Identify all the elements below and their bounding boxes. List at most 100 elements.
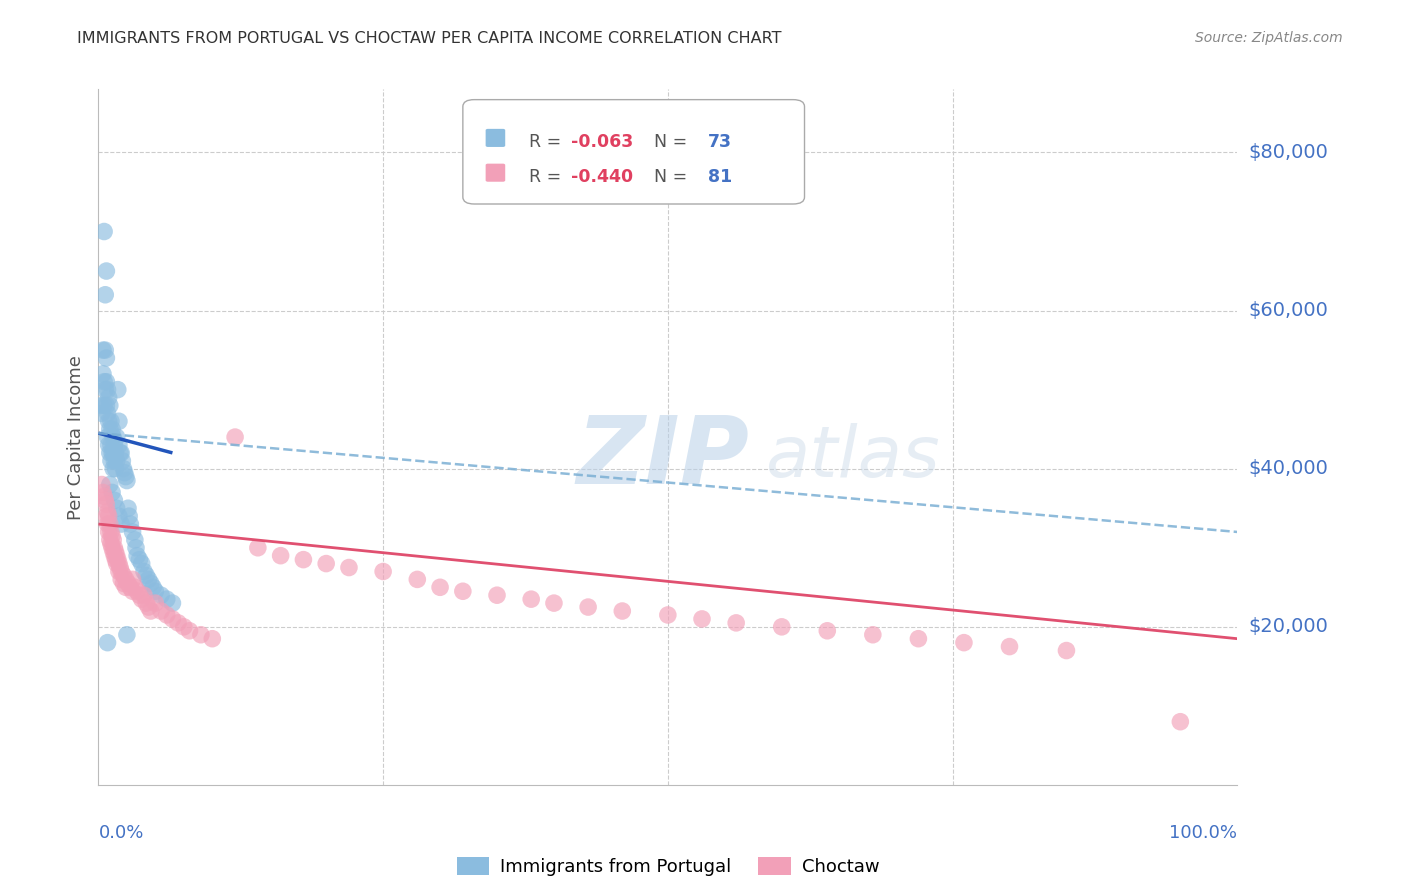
Point [138, 573, 160, 587]
Point [135, 596, 157, 610]
Point [120, 516, 142, 531]
Text: R =: R = [529, 168, 567, 186]
Point [246, 541, 269, 555]
Point [97, 414, 120, 428]
Point [167, 615, 190, 630]
Point [132, 565, 155, 579]
Point [115, 628, 138, 642]
Text: atlas: atlas [765, 424, 939, 492]
Point [96, 406, 118, 420]
Point [100, 537, 122, 551]
Point [173, 620, 195, 634]
Point [815, 624, 838, 638]
Point [110, 446, 132, 460]
Text: Source: ZipAtlas.com: Source: ZipAtlas.com [1195, 31, 1343, 45]
Point [103, 549, 125, 563]
Text: N =: N = [643, 168, 693, 186]
Point [100, 438, 122, 452]
Point [93, 489, 115, 503]
Point [108, 446, 131, 460]
Point [101, 485, 124, 500]
Point [100, 524, 122, 539]
Point [131, 592, 153, 607]
Point [117, 501, 139, 516]
Point [114, 573, 136, 587]
Point [657, 607, 679, 622]
Text: $40,000: $40,000 [1249, 459, 1329, 478]
Point [103, 533, 125, 547]
FancyBboxPatch shape [463, 100, 804, 204]
Point [162, 612, 184, 626]
Point [100, 454, 122, 468]
Point [112, 576, 135, 591]
Point [110, 573, 132, 587]
Point [97, 438, 120, 452]
Point [103, 454, 125, 468]
Point [105, 501, 128, 516]
Point [101, 446, 124, 460]
Point [114, 580, 136, 594]
Point [96, 505, 118, 519]
Point [103, 438, 125, 452]
Point [132, 588, 155, 602]
Point [142, 580, 165, 594]
Point [125, 541, 148, 555]
Point [97, 524, 120, 539]
Point [131, 557, 153, 571]
Point [108, 414, 131, 428]
Point [115, 474, 138, 488]
Point [105, 557, 128, 571]
Point [429, 580, 451, 594]
Point [690, 612, 713, 626]
Point [862, 628, 884, 642]
Point [156, 592, 179, 607]
Text: 0.0%: 0.0% [98, 824, 143, 842]
Point [337, 560, 360, 574]
Point [543, 596, 565, 610]
Point [156, 607, 179, 622]
Point [98, 422, 121, 436]
Point [128, 552, 150, 566]
Text: -0.063: -0.063 [571, 133, 633, 151]
Point [520, 592, 543, 607]
Point [96, 635, 118, 649]
Point [162, 596, 184, 610]
Point [105, 549, 128, 563]
Point [127, 584, 149, 599]
Text: 73: 73 [707, 133, 731, 151]
Point [953, 635, 976, 649]
Point [104, 446, 127, 460]
Point [104, 461, 127, 475]
Point [121, 584, 143, 599]
Point [107, 552, 129, 566]
Point [90, 477, 112, 491]
Point [107, 383, 129, 397]
Y-axis label: Per Capita Income: Per Capita Income [66, 355, 84, 519]
Point [104, 545, 127, 559]
Point [121, 524, 143, 539]
Point [98, 533, 121, 547]
Point [114, 466, 136, 480]
Point [111, 454, 134, 468]
Point [371, 565, 394, 579]
Point [117, 576, 139, 591]
Point [486, 588, 509, 602]
Point [96, 375, 118, 389]
Point [90, 406, 112, 420]
Point [150, 588, 173, 602]
Point [91, 485, 114, 500]
Point [98, 516, 121, 531]
Point [451, 584, 474, 599]
Point [127, 549, 149, 563]
Point [108, 560, 131, 574]
Point [770, 620, 793, 634]
Point [105, 430, 128, 444]
Point [103, 446, 125, 460]
Point [96, 497, 118, 511]
Point [112, 568, 135, 582]
Point [96, 399, 118, 413]
Point [124, 580, 146, 594]
Point [100, 414, 122, 428]
Point [108, 438, 131, 452]
Point [94, 493, 117, 508]
